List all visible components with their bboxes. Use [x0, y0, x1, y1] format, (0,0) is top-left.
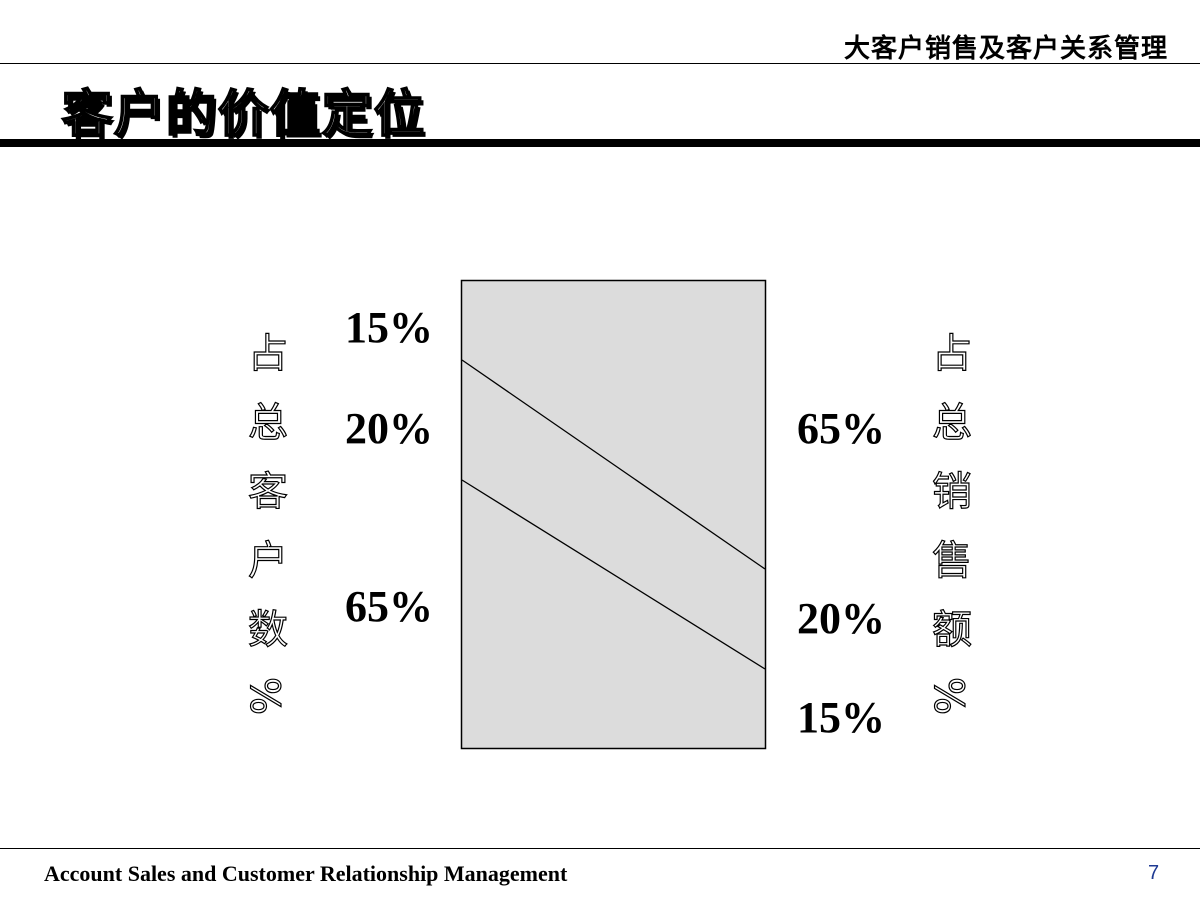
- footer-divider: [0, 848, 1200, 849]
- footer-text: Account Sales and Customer Relationship …: [44, 861, 568, 886]
- left-axis-label: 占总客户数%: [240, 331, 287, 745]
- top-divider: [0, 63, 1200, 64]
- title-divider: [0, 139, 1200, 147]
- right-percent-bottom: 15%: [797, 693, 885, 742]
- left-percent-middle: 20%: [345, 404, 433, 453]
- lower-divider-line: [461, 479, 766, 670]
- right-axis-label: 占总销售额%: [924, 331, 971, 745]
- diagram-box: [460, 279, 767, 750]
- right-percent-middle: 20%: [797, 594, 885, 643]
- left-percent-bottom: 65%: [345, 582, 433, 631]
- right-percent-top: 65%: [797, 404, 885, 453]
- page-number: 7: [1148, 862, 1160, 884]
- header-title: 大客户销售及客户关系管理: [843, 34, 1168, 64]
- left-percent-top: 15%: [345, 303, 433, 352]
- page-title: 客户的价值定位: [61, 84, 426, 144]
- upper-divider-line: [461, 359, 766, 570]
